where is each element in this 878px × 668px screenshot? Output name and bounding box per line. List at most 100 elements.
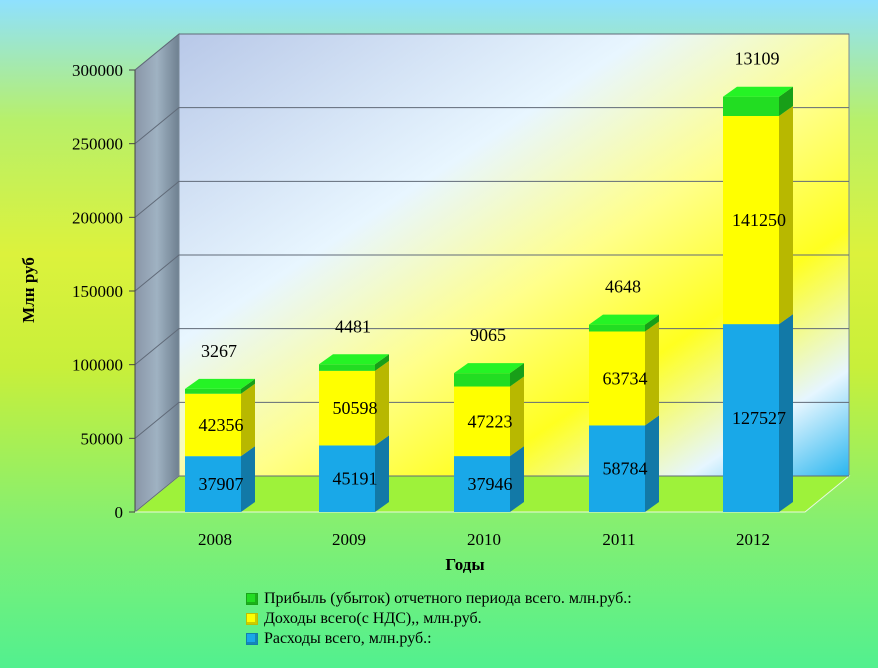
y-tick-label-0: 0 (115, 503, 124, 522)
legend-label-income: Доходы всего(с НДС),, млн.руб. (264, 610, 482, 627)
bar-side-profit-2012 (779, 86, 793, 117)
data-label-expenses-2010: 37946 (468, 474, 513, 494)
bar-side-income-2010 (510, 376, 524, 457)
bar-stack-2011 (589, 314, 659, 512)
bar-income-2010 (454, 376, 524, 457)
x-tick-label-2009: 2009 (332, 530, 366, 549)
bar-income-2009 (319, 360, 389, 446)
bar-profit-2011 (589, 314, 659, 332)
bar-top-profit-2009 (319, 354, 389, 365)
x-tick-label-2010: 2010 (467, 530, 501, 549)
x-tick-label-2011: 2011 (602, 530, 635, 549)
data-label-profit-2009: 4481 (335, 316, 371, 336)
bar-side-expenses-2011 (645, 415, 659, 512)
legend-item-income: Доходы всего(с НДС),, млн.руб. (246, 609, 632, 629)
data-label-expenses-2009: 45191 (333, 469, 378, 489)
data-label-income-2011: 63734 (603, 368, 648, 388)
bar-front-expenses-2010 (454, 456, 510, 512)
data-label-income-2008: 42356 (199, 415, 244, 435)
legend-swatch-expenses (246, 633, 258, 645)
y-tick-label-100000: 100000 (72, 356, 123, 375)
bar-profit-2008 (185, 378, 255, 394)
bar-profit-2010 (454, 363, 524, 387)
bar-front-expenses-2011 (589, 425, 645, 512)
bar-front-income-2012 (723, 116, 779, 325)
x-axis-title: Годы (445, 555, 484, 574)
gridline-300000 (134, 33, 849, 71)
legend-item-profit: Прибыль (убыток) отчетного периода всего… (246, 589, 632, 609)
bar-stack-2009 (319, 354, 389, 512)
bar-expenses-2008 (185, 446, 255, 512)
legend-item-expenses: Расходы всего, млн.руб.: (246, 629, 632, 649)
bar-side-profit-2009 (375, 354, 389, 371)
gridline-200000 (134, 180, 849, 218)
bar-front-profit-2010 (454, 373, 510, 387)
data-label-profit-2012: 13109 (735, 49, 780, 69)
axis-ticks: 0 50000 100000 150000 200000 250000 300000 2008… (72, 61, 770, 549)
bar-top-profit-2008 (185, 378, 255, 389)
bar-front-profit-2008 (185, 388, 241, 394)
bar-side-income-2008 (241, 383, 255, 457)
bar-expenses-2009 (319, 435, 389, 512)
bar-side-income-2011 (645, 321, 659, 426)
data-label-income-2009: 50598 (333, 398, 378, 418)
legend-label-expenses: Расходы всего, млн.руб.: (264, 630, 432, 647)
gridline-150000 (134, 254, 849, 292)
data-label-profit-2008: 3267 (201, 341, 237, 361)
bar-income-2012 (723, 106, 793, 325)
data-label-profit-2010: 9065 (470, 325, 506, 345)
data-label-profit-2011: 4648 (605, 277, 641, 297)
bar-stack-2008 (185, 378, 255, 512)
bar-front-expenses-2012 (723, 324, 779, 512)
bar-front-income-2010 (454, 386, 510, 457)
legend-swatch-profit (246, 593, 258, 605)
y-tick-label-50000: 50000 (81, 429, 124, 448)
legend-label-profit: Прибыль (убыток) отчетного периода всего… (264, 590, 632, 607)
y-tick-label-300000: 300000 (72, 61, 123, 80)
bar-front-income-2009 (319, 370, 375, 446)
bar-front-expenses-2008 (185, 456, 241, 512)
bar-expenses-2011 (589, 415, 659, 512)
data-labels: 37907 42356 3267 45191 50598 4481 37946 47223 90… (199, 49, 787, 494)
bar-front-profit-2012 (723, 96, 779, 117)
y-axis-title: Млн руб (19, 257, 38, 323)
bar-top-profit-2011 (589, 314, 659, 325)
bar-stack-2012 (723, 86, 793, 512)
bar-profit-2012 (723, 86, 793, 117)
data-label-income-2012: 141250 (732, 210, 786, 230)
x-tick-label-2008: 2008 (198, 530, 232, 549)
bar-side-expenses-2010 (510, 446, 524, 512)
data-label-expenses-2011: 58784 (603, 459, 648, 479)
y-tick-label-200000: 200000 (72, 208, 123, 227)
bar-side-income-2012 (779, 106, 793, 325)
bar-front-profit-2009 (319, 364, 375, 371)
bar-side-profit-2010 (510, 363, 524, 387)
bar-front-expenses-2009 (319, 445, 375, 512)
bar-income-2011 (589, 321, 659, 426)
bar-stack-2010 (454, 363, 524, 512)
bar-expenses-2010 (454, 446, 524, 512)
bar-top-profit-2012 (723, 86, 793, 97)
bar-front-profit-2011 (589, 324, 645, 332)
y-tick-label-250000: 250000 (72, 135, 123, 154)
bar-side-profit-2008 (241, 378, 255, 394)
legend: Прибыль (убыток) отчетного периода всего… (246, 589, 632, 649)
bar-income-2008 (185, 383, 255, 457)
legend-swatch-income (246, 613, 258, 625)
bar-expenses-2012 (723, 314, 793, 512)
bar-side-profit-2011 (645, 314, 659, 332)
bar-top-profit-2010 (454, 363, 524, 374)
gridline-250000 (134, 107, 849, 145)
bar-front-income-2011 (589, 331, 645, 426)
bar-profit-2009 (319, 354, 389, 371)
x-tick-label-2012: 2012 (736, 530, 770, 549)
bar-side-expenses-2009 (375, 435, 389, 512)
y-tick-label-150000: 150000 (72, 282, 123, 301)
data-label-expenses-2012: 127527 (732, 408, 786, 428)
data-label-expenses-2008: 37907 (199, 474, 244, 494)
bar-front-income-2008 (185, 393, 241, 457)
bar-side-expenses-2008 (241, 446, 255, 512)
bar-side-expenses-2012 (779, 314, 793, 512)
bar-side-income-2009 (375, 360, 389, 446)
